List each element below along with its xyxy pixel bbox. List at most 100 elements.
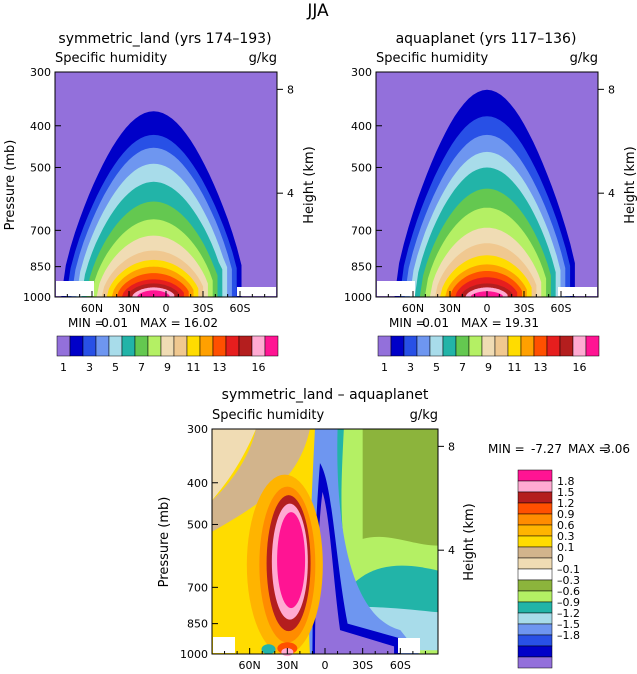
x-tick-label: 60N [402, 302, 424, 315]
colorbar-label: 3 [407, 361, 414, 374]
x-tick-label: 30N [276, 659, 298, 672]
colorbar-label: 16 [573, 361, 587, 374]
colorbar-swatch [572, 335, 587, 357]
colorbar-swatch [377, 335, 392, 357]
x-tick-label: 30S [193, 302, 214, 315]
panel3-title: symmetric_land – aquaplanet [222, 387, 429, 403]
colorbar-swatch [507, 335, 522, 357]
colorbar-label: 1.5 [557, 486, 575, 499]
y-right-tick-label: 8 [287, 83, 294, 96]
colorbar-swatch [468, 335, 483, 357]
panel3-max-value: 3.06 [603, 442, 630, 456]
panel2-axes: 300 400 500 700 850 1000 8 4 60N 30N 0 30S 60S [344, 66, 615, 315]
y-tick-label: 850 [351, 261, 372, 274]
surface-mask [213, 637, 235, 653]
colorbar-swatch [69, 335, 84, 357]
colorbar-swatch [121, 335, 136, 357]
colorbar-label: 3 [86, 361, 93, 374]
y-tick-label: 700 [351, 224, 372, 237]
panel2-max-label: MAX = [461, 316, 502, 330]
panel3-min-value: -7.27 [531, 442, 562, 456]
diff-band [350, 565, 438, 613]
colorbar-swatch [238, 335, 253, 357]
colorbar-swatch [147, 335, 162, 357]
diff-band [212, 429, 310, 532]
x-tick-label: 60S [551, 302, 572, 315]
diff-band [314, 491, 395, 654]
y-tick-label: 1000 [180, 648, 208, 661]
x-tick-label: 60S [390, 659, 411, 672]
colorbar-label: 0.1 [557, 541, 575, 554]
panel3-plot-area [212, 429, 438, 657]
colorbar-swatch [442, 335, 457, 357]
y-tick-label: 300 [30, 66, 51, 79]
colorbar-swatch [517, 623, 553, 636]
panel3-ylabel: Pressure (mb) [157, 497, 172, 588]
colorbar-swatch [517, 502, 553, 515]
colorbar-swatch [533, 335, 548, 357]
colorbar-swatch [108, 335, 123, 357]
surface-mask [237, 287, 276, 296]
colorbar-swatch [429, 335, 444, 357]
colorbar-swatch [455, 335, 470, 357]
colorbar-label: 13 [534, 361, 548, 374]
surface-mask [377, 281, 415, 296]
x-tick-label: 60N [81, 302, 103, 315]
x-tick-label: 30S [352, 659, 373, 672]
page-title: JJA [306, 1, 329, 21]
x-tick-label: 60N [239, 659, 261, 672]
y-right-tick-label: 4 [287, 187, 294, 200]
surface-mask [398, 638, 420, 653]
colorbar-swatch [585, 335, 600, 357]
y-tick-label: 300 [351, 66, 372, 79]
panel3-ylabel-right: Height (km) [462, 503, 477, 580]
y-tick-label: 500 [187, 518, 208, 531]
colorbar-swatch [403, 335, 418, 357]
colorbar-swatch [517, 656, 553, 669]
panel3-subtitle: Specific humidity [212, 408, 324, 423]
x-tick-label: 60S [230, 302, 251, 315]
x-tick-label: 0 [322, 659, 329, 672]
panel3-max-label: MAX = [568, 442, 609, 456]
colorbar-swatch [517, 557, 553, 570]
colorbar-swatch [517, 535, 553, 548]
panel1-subtitle: Specific humidity [55, 51, 167, 66]
diff-band [362, 429, 438, 546]
panel2-plot-area [376, 72, 598, 297]
y-right-tick-label: 8 [448, 440, 455, 453]
colorbar-label: 1.8 [557, 475, 575, 488]
panel-aquaplanet: aquaplanet (yrs 117–136) Specific humidi… [344, 31, 637, 374]
colorbar-label: 0 [557, 552, 564, 565]
panel3-colorbar: 1.81.51.20.90.60.30.10–0.1–0.3–0.6–0.9–1… [517, 469, 580, 669]
colorbar-label: 7 [459, 361, 466, 374]
y-tick-label: 1000 [344, 291, 372, 304]
colorbar-label: 13 [213, 361, 227, 374]
panel2-min-value: 0.01 [422, 316, 449, 330]
y-tick-label: 400 [187, 477, 208, 490]
colorbar-swatch [517, 568, 553, 581]
colorbar-label: 9 [485, 361, 492, 374]
colorbar-swatch [186, 335, 201, 357]
diff-band [212, 429, 256, 501]
y-tick-label: 400 [351, 120, 372, 133]
y-tick-label: 850 [30, 261, 51, 274]
colorbar-label: –0.1 [557, 563, 580, 576]
colorbar-swatch [559, 335, 574, 357]
y-tick-label: 700 [187, 581, 208, 594]
colorbar-swatch [494, 335, 509, 357]
panel1-axes: 300 400 500 700 850 1000 8 4 60N 30N 0 30S 60S [23, 66, 294, 315]
panel2-ylabel-right: Height (km) [623, 146, 637, 223]
panel3-axes: 300 400 500 700 850 1000 8 4 60N 30N 0 30S 60S [180, 423, 455, 672]
panel-symmetric-land: symmetric_land (yrs 174–193) Specific hu… [3, 31, 317, 374]
y-tick-label: 500 [30, 161, 51, 174]
colorbar-label: 7 [138, 361, 145, 374]
colorbar-swatch [517, 480, 553, 493]
y-tick-label: 400 [30, 120, 51, 133]
contour-level [469, 291, 503, 297]
panel2-title: aquaplanet (yrs 117–136) [396, 31, 577, 47]
colorbar-swatch [517, 612, 553, 625]
panel1-plot-area [55, 72, 277, 297]
colorbar-label: 11 [508, 361, 522, 374]
colorbar-label: 1 [60, 361, 67, 374]
colorbar-swatch [520, 335, 535, 357]
